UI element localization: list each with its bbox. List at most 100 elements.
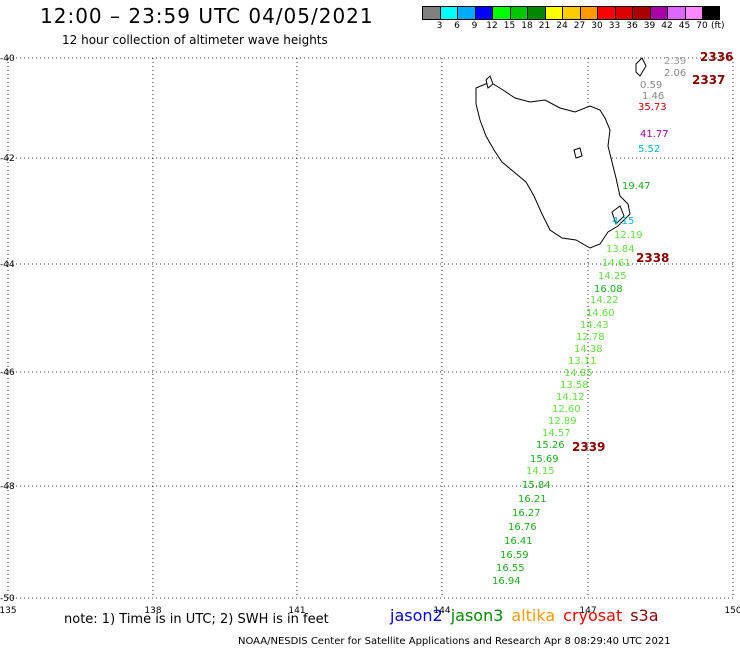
wave-height-label: 12.19 — [614, 230, 643, 241]
latitude-label: -40 — [0, 54, 15, 64]
grid-lines — [7, 57, 734, 599]
longitude-label: 147 — [579, 606, 596, 616]
wave-height-label: 16.21 — [518, 494, 547, 505]
color-scale-ticks: 3 6 9 12 15 18 21 24 27 30 33 36 39 42 45 70 (ft) — [422, 21, 740, 35]
wave-height-label: 2.06 — [664, 68, 686, 79]
color-scale-swatch — [422, 6, 440, 20]
track-id-label: 2337 — [692, 73, 725, 87]
latitude-label: -44 — [0, 260, 15, 270]
track-id-label: 2339 — [572, 440, 605, 454]
color-scale-tick: 6 — [454, 21, 460, 31]
satellite-legend-item: altika — [511, 606, 556, 625]
color-scale-swatch — [439, 6, 457, 20]
color-scale-swatch — [632, 6, 650, 20]
wave-height-label: 14.22 — [590, 295, 619, 306]
wave-height-label: 41.77 — [640, 129, 669, 140]
wave-height-label: 16.41 — [504, 536, 533, 547]
wave-height-label: 14.60 — [586, 308, 615, 319]
longitude-label: 141 — [288, 606, 305, 616]
wave-height-label: 16.27 — [512, 508, 541, 519]
color-scale-swatch — [667, 6, 685, 20]
color-scale-tick: 9 — [471, 21, 478, 31]
satellite-legend-item: jason3 — [450, 606, 504, 625]
color-scale-bar — [422, 6, 720, 20]
wave-height-label: 12.89 — [548, 416, 577, 427]
color-scale-swatch — [562, 6, 580, 20]
wave-height-label: 14.25 — [598, 271, 627, 282]
color-scale-tick: 45 — [678, 21, 691, 31]
wave-height-label: 16.59 — [500, 550, 529, 561]
color-scale-tick: 15 — [503, 21, 516, 31]
wave-height-label: 14.15 — [526, 466, 555, 477]
wave-height-label: 4.15 — [612, 216, 634, 227]
color-scale-swatch — [579, 6, 597, 20]
wave-height-label: 35.73 — [638, 102, 667, 113]
color-scale-tick: 33 — [608, 21, 621, 31]
wave-height-label: 14.38 — [574, 344, 603, 355]
color-scale-tick: 30 — [591, 21, 603, 31]
tasmania-main-island — [475, 81, 631, 249]
color-scale-swatch — [649, 6, 667, 20]
longitude-label: 138 — [144, 606, 161, 616]
flinders-island — [635, 57, 647, 77]
wave-height-label: 13.11 — [568, 356, 597, 367]
color-scale-swatch — [509, 6, 527, 20]
color-scale-swatch — [614, 6, 632, 20]
latitude-label: -46 — [0, 368, 15, 378]
color-scale-tick: 27 — [573, 21, 586, 31]
color-scale-tick: 36 — [626, 21, 638, 31]
wave-height-label: 13.84 — [606, 244, 635, 255]
wave-height-label: 2.39 — [664, 56, 686, 67]
track-id-label: 2336 — [700, 50, 733, 64]
wave-height-label: 19.47 — [622, 181, 651, 192]
satellite-legend: jason2 jason3 altika cryosat s3a — [390, 606, 667, 625]
wave-height-label: 16.08 — [594, 284, 623, 295]
track-labels: 2336 2337 2338 2339 — [572, 50, 733, 454]
color-scale-tick: 24 — [556, 21, 568, 31]
latitude-label: -48 — [0, 482, 15, 492]
color-scale-swatch — [702, 6, 720, 20]
color-scale-tick: 18 — [521, 21, 533, 31]
satellite-legend-item: cryosat — [563, 606, 623, 625]
latitude-label: -50 — [0, 594, 15, 604]
color-scale-swatch — [544, 6, 562, 20]
color-scale-swatch — [474, 6, 492, 20]
wave-height-label: 12.78 — [576, 332, 605, 343]
chart-title: 12:00 – 23:59 UTC 04/05/2021 — [40, 4, 374, 28]
wave-height-label: 16.55 — [496, 563, 525, 574]
wave-height-label: 1.46 — [642, 91, 664, 102]
wave-height-label: 13.58 — [560, 380, 589, 391]
wave-height-label: 15.84 — [522, 480, 551, 491]
bruny-island — [611, 205, 625, 225]
credit-line: NOAA/NESDIS Center for Satellite Applica… — [238, 636, 671, 647]
color-scale-unit: (ft) — [710, 21, 725, 31]
satellite-legend-item: s3a — [630, 606, 659, 625]
track-id-label: 2338 — [636, 251, 669, 265]
wave-height-label: 14.12 — [556, 392, 585, 403]
color-scale-swatch — [684, 6, 702, 20]
wave-height-label: 14.57 — [542, 428, 571, 439]
maria-island — [573, 147, 583, 159]
footnote: note: 1) Time is in UTC; 2) SWH is in fe… — [64, 612, 329, 627]
wave-height-label: 15.26 — [536, 440, 565, 451]
wave-height-label: 12.60 — [552, 404, 581, 415]
wave-height-label: 16.76 — [508, 522, 537, 533]
king-island — [485, 75, 494, 89]
satellite-legend-item: jason2 — [390, 606, 443, 625]
longitude-label: 135 — [0, 606, 17, 616]
latitude-label: -42 — [0, 154, 15, 164]
color-scale-swatch — [457, 6, 475, 20]
color-scale-swatch — [492, 6, 510, 20]
color-scale-tick: 21 — [538, 21, 551, 31]
wave-height-label: 14.43 — [580, 320, 609, 331]
tasmania-coastline — [475, 57, 647, 249]
longitude-label: 144 — [433, 606, 450, 616]
longitude-label: 150 — [724, 606, 740, 616]
wave-height-label: 15.69 — [530, 454, 559, 465]
wave-height-label: 16.94 — [492, 576, 521, 587]
axis-labels: -40 -42 -44 -46 -48 -50 135 138 141 144 147 150 — [0, 54, 740, 616]
wave-height-label: 5.52 — [638, 144, 660, 155]
color-scale-tick: 12 — [486, 21, 498, 31]
